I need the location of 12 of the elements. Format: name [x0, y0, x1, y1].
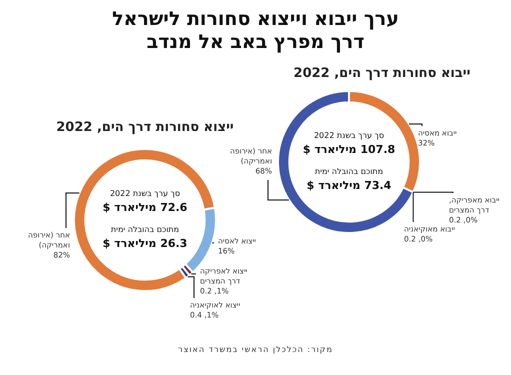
text: 26.3 מיליארד $ — [102, 236, 188, 250]
chart-title: ייבוא סחורות דרך הים, 2022 — [292, 66, 472, 81]
text: מתוכם בהובלה ימית — [110, 225, 180, 234]
text: 107.8 מיליארד $ — [302, 142, 396, 156]
text: מתוכם בהובלה ימית — [314, 167, 384, 176]
text: מקור: הכלכלן הראשי במשרד האוצר — [177, 345, 334, 354]
text: 72.6 מיליארד $ — [102, 200, 188, 214]
text: ערך ייבוא וייצוא סחורות לישראל דרך מפרץ באב אל מנדב — [111, 8, 400, 54]
chart-title: ייצוא סחורות דרך הים, 2022 — [55, 120, 235, 135]
text: 73.4 מיליארד $ — [306, 178, 392, 192]
text: סך ערך בשנת 2022 — [110, 189, 180, 198]
text: סך ערך בשנת 2022 — [314, 131, 384, 140]
